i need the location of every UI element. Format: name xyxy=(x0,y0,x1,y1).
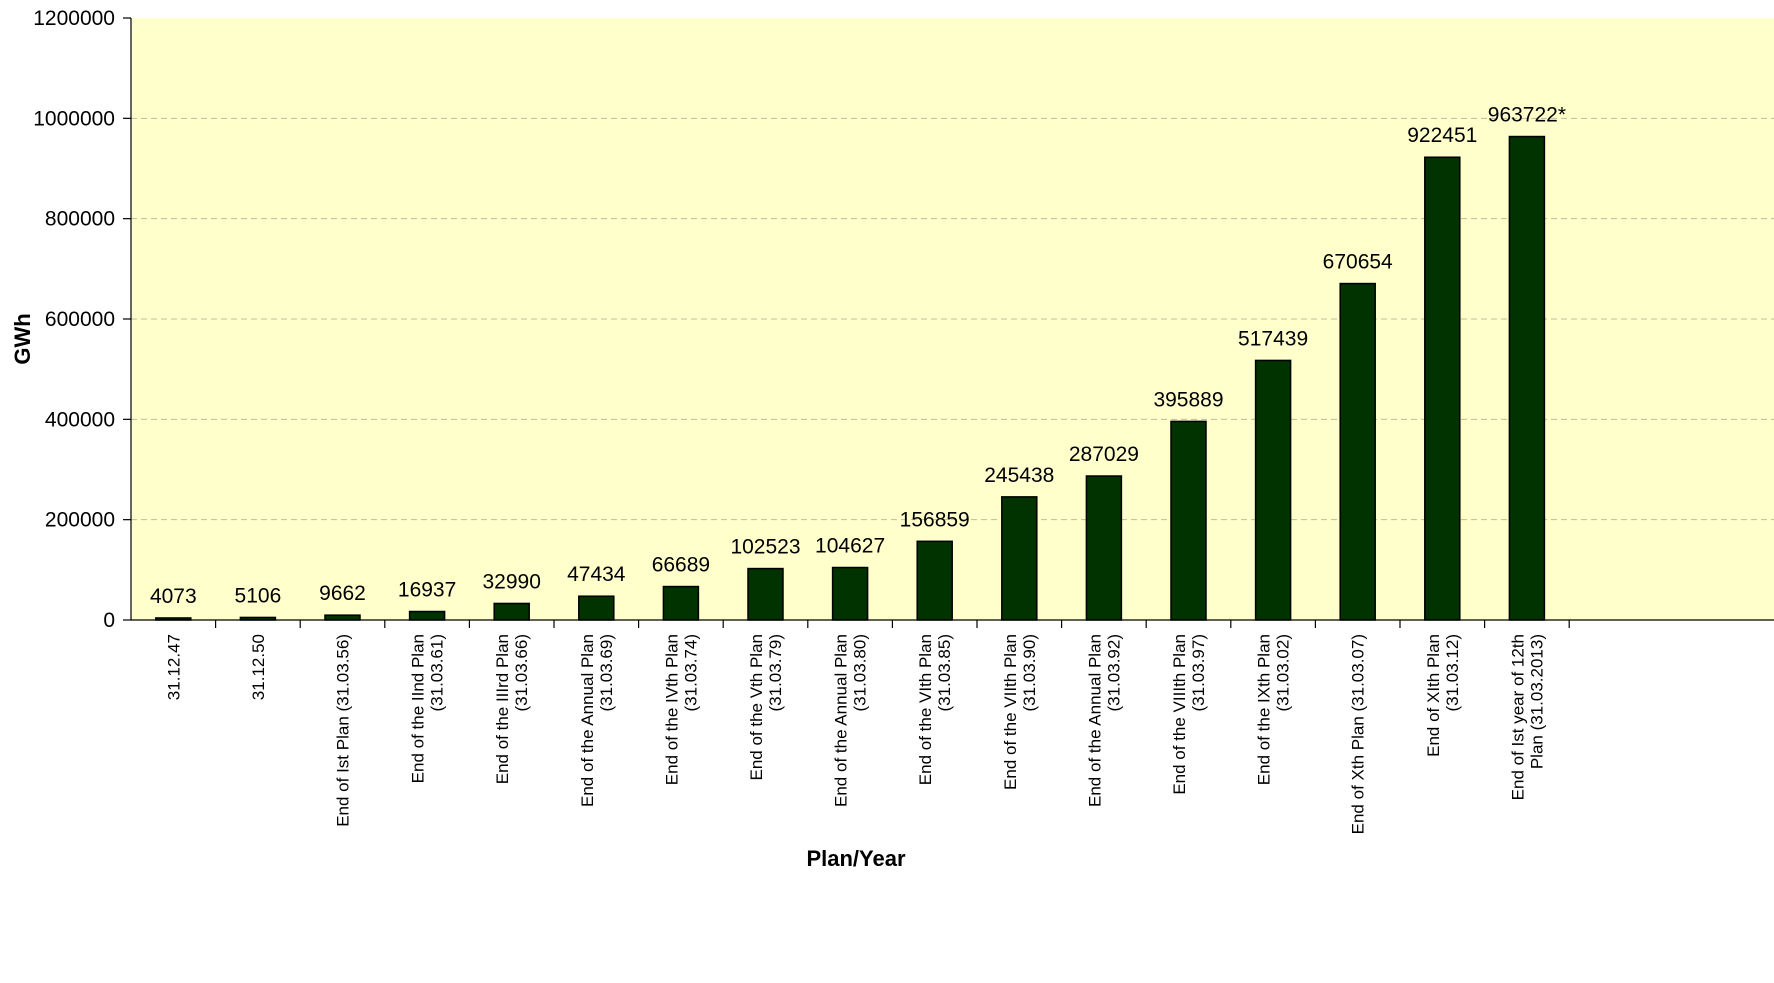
y-tick-label: 0 xyxy=(103,609,115,632)
x-axis-title: Plan/Year xyxy=(806,846,906,871)
data-label: 922451 xyxy=(1407,124,1477,147)
data-label: 104627 xyxy=(815,535,885,558)
x-category-label: 31.12.47 xyxy=(164,634,183,700)
bar xyxy=(831,566,869,621)
data-labels: 4073 5106 9662 16937 32990 47434 66689 102523 10… xyxy=(150,104,1566,608)
data-label: 4073 xyxy=(150,585,197,608)
y-tick-label: 800000 xyxy=(45,208,115,231)
x-category-label: End of the Annual Plan(31.03.92) xyxy=(1085,634,1123,807)
x-axis-labels: 31.12.47 31.12.50 End of Ist Plan (31.03.5… xyxy=(164,620,1570,834)
bar xyxy=(747,567,784,621)
bar xyxy=(324,614,361,621)
data-label: 102523 xyxy=(730,536,800,559)
x-category-label: End of the IXth Plan(31.03.02) xyxy=(1255,634,1293,785)
x-category-label: End of Xth Plan (31.03.07) xyxy=(1349,634,1368,834)
x-category-label: End of the Vth Plan(31.03.79) xyxy=(747,634,785,781)
bar xyxy=(1254,359,1292,621)
data-label: 156859 xyxy=(900,508,970,531)
data-label: 395889 xyxy=(1153,388,1223,411)
data-label: 66689 xyxy=(652,554,710,577)
bar xyxy=(916,540,953,621)
x-category-label: End of the IInd Plan(31.03.61) xyxy=(409,634,447,783)
x-category-label: End of the Annual Plan(31.03.80) xyxy=(832,634,870,807)
x-category-label: End of the IIIrd Plan(31.03.66) xyxy=(493,634,531,784)
x-category-label: End of the VIIth Plan(31.03.90) xyxy=(1001,634,1039,790)
data-label: 963722* xyxy=(1488,104,1566,127)
data-label: 9662 xyxy=(319,582,366,605)
y-axis-ticks: 0 200000 400000 600000 800000 1000000 1200000 xyxy=(33,7,131,632)
y-axis-title: GWh xyxy=(10,313,35,364)
data-label: 16937 xyxy=(398,579,456,602)
x-category-label: End of the IVth Plan(31.03.74) xyxy=(662,634,700,785)
gridlines xyxy=(131,117,1774,521)
bar xyxy=(578,595,615,621)
data-label: 47434 xyxy=(567,563,626,586)
data-label: 287029 xyxy=(1069,443,1139,466)
bar xyxy=(1424,156,1461,621)
data-label: 245438 xyxy=(984,464,1054,487)
bar xyxy=(493,602,530,621)
y-tick-label: 1200000 xyxy=(33,7,115,30)
bar xyxy=(1170,420,1207,621)
x-category-label: End of the Annual Plan(31.03.69) xyxy=(578,634,616,807)
x-category-label: 31.12.50 xyxy=(249,634,268,700)
y-tick-label: 600000 xyxy=(45,308,115,331)
x-category-label: End of XIth Plan(31.03.12) xyxy=(1424,634,1462,757)
bar xyxy=(662,585,700,621)
bar xyxy=(1508,135,1546,621)
x-category-label: End of Ist Plan (31.03.56) xyxy=(334,634,353,827)
x-category-label: End of the VIth Plan(31.03.85) xyxy=(916,634,954,785)
y-tick-label: 400000 xyxy=(45,408,115,431)
bar xyxy=(408,610,446,621)
y-tick-label: 200000 xyxy=(45,509,115,532)
data-label: 32990 xyxy=(482,570,540,593)
bar xyxy=(1085,475,1123,621)
bar xyxy=(1001,496,1038,621)
x-category-label: End of the VIIIth Plan(31.03.97) xyxy=(1170,634,1208,795)
data-label: 5106 xyxy=(235,584,282,607)
bar xyxy=(1339,282,1376,621)
data-label: 670654 xyxy=(1323,251,1393,274)
x-category-label: End of Ist year of 12thPlan (31.03.2013) xyxy=(1508,634,1546,800)
data-label: 517439 xyxy=(1238,327,1308,350)
y-tick-label: 1000000 xyxy=(33,107,115,130)
